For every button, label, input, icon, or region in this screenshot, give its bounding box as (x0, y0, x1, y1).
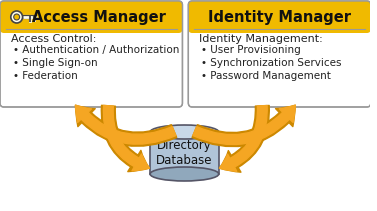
FancyArrowPatch shape (75, 105, 176, 144)
Circle shape (11, 11, 23, 23)
FancyArrowPatch shape (192, 105, 295, 147)
FancyBboxPatch shape (0, 1, 182, 33)
Text: • User Provisioning: • User Provisioning (201, 45, 301, 55)
FancyArrowPatch shape (75, 105, 177, 146)
Text: Directory
Database: Directory Database (156, 139, 213, 167)
FancyArrowPatch shape (219, 106, 267, 171)
Text: • Password Management: • Password Management (201, 71, 331, 81)
FancyArrowPatch shape (193, 105, 295, 145)
Bar (4, 17, 179, 29)
FancyBboxPatch shape (0, 1, 182, 107)
FancyBboxPatch shape (188, 1, 371, 107)
FancyArrowPatch shape (219, 106, 269, 172)
Ellipse shape (150, 167, 219, 181)
Text: • Authentication / Authorization: • Authentication / Authorization (13, 45, 179, 55)
FancyArrowPatch shape (101, 105, 149, 172)
Text: Identity Management:: Identity Management: (199, 34, 323, 44)
Text: • Synchronization Services: • Synchronization Services (201, 58, 342, 68)
Bar (150, 132, 219, 174)
Text: • Federation: • Federation (13, 71, 78, 81)
Circle shape (14, 14, 20, 20)
FancyBboxPatch shape (188, 1, 371, 33)
Text: Access Control:: Access Control: (11, 34, 96, 44)
Text: Identity Manager: Identity Manager (208, 9, 351, 24)
Bar (192, 17, 367, 29)
Text: Access Manager: Access Manager (32, 9, 166, 24)
FancyArrowPatch shape (103, 106, 149, 171)
Ellipse shape (150, 125, 219, 139)
Text: • Single Sign-on: • Single Sign-on (13, 58, 97, 68)
